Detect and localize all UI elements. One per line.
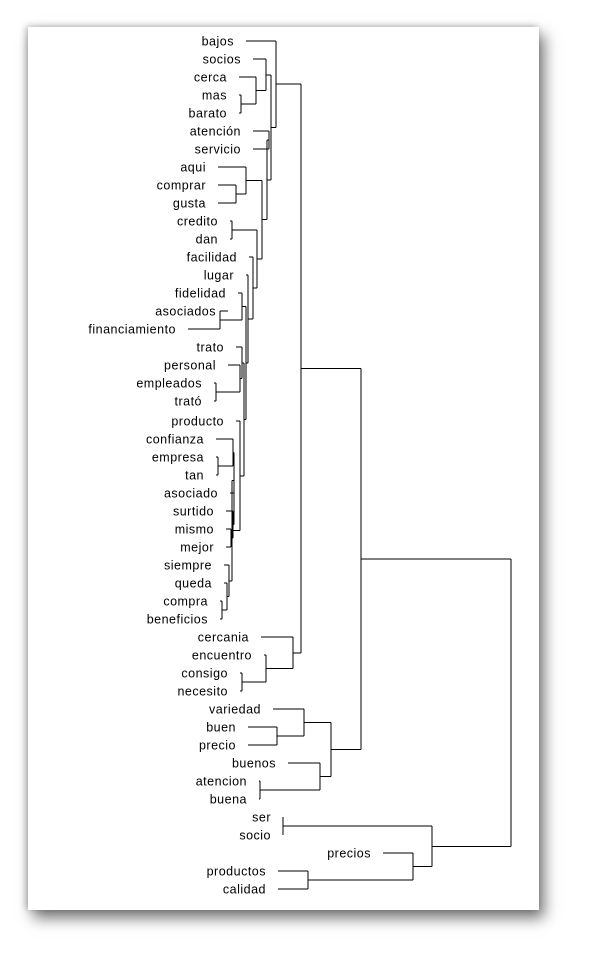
leaf-label: socios: [203, 53, 241, 67]
leaf-label: surtido: [173, 505, 214, 519]
leaf-label: facilidad: [187, 251, 237, 265]
leaf-label: siempre: [164, 559, 212, 573]
leaf-label: necesito: [177, 685, 228, 699]
leaf-label: precios: [327, 847, 371, 861]
leaf-label: asociado: [164, 487, 218, 501]
leaf-label: confianza: [146, 433, 204, 447]
leaf-label: comprar: [157, 179, 206, 193]
leaf-label: beneficios: [147, 613, 208, 627]
figure-panel: [28, 27, 539, 910]
leaf-label: producto: [171, 415, 224, 429]
leaf-label: trato: [196, 341, 224, 355]
leaf-label: cerca: [194, 71, 227, 85]
leaf-label: atencion: [196, 775, 247, 789]
leaf-label: buena: [210, 793, 247, 807]
leaf-label: barato: [189, 107, 227, 121]
leaf-label: lugar: [204, 269, 234, 283]
leaf-label: consigo: [181, 667, 228, 681]
leaf-label: calidad: [223, 883, 266, 897]
leaf-label: empleados: [136, 377, 202, 391]
leaf-label: asociados: [155, 305, 216, 319]
leaf-label: dan: [196, 233, 218, 247]
leaf-label: empresa: [152, 451, 204, 465]
leaf-label: precio: [199, 739, 236, 753]
leaf-label: buen: [206, 721, 236, 735]
leaf-label: queda: [175, 577, 212, 591]
leaf-label: mas: [202, 89, 227, 103]
leaf-label: bajos: [202, 35, 234, 49]
leaf-label: atención: [190, 125, 241, 139]
leaf-label: aqui: [180, 161, 206, 175]
leaf-label: ser: [252, 811, 271, 825]
leaf-label: fidelidad: [175, 287, 226, 301]
leaf-label: mejor: [180, 541, 214, 555]
leaf-label: gusta: [173, 197, 206, 211]
leaf-label: variedad: [209, 703, 261, 717]
leaf-label: personal: [164, 359, 216, 373]
leaf-label: productos: [207, 865, 266, 879]
leaf-label: tan: [185, 469, 204, 483]
leaf-label: encuentro: [192, 649, 252, 663]
leaf-label: trató: [174, 395, 202, 409]
leaf-label: financiamiento: [88, 323, 176, 337]
leaf-label: cercania: [198, 631, 249, 645]
leaf-label: socio: [239, 829, 271, 843]
leaf-label: servicio: [195, 143, 241, 157]
leaf-label: credito: [177, 215, 218, 229]
leaf-label: mismo: [175, 523, 214, 537]
leaf-label: compra: [163, 595, 208, 609]
leaf-label: buenos: [232, 757, 276, 771]
